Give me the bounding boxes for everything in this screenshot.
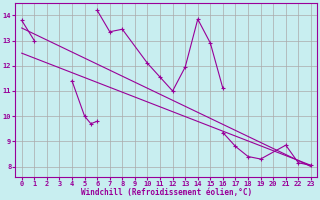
X-axis label: Windchill (Refroidissement éolien,°C): Windchill (Refroidissement éolien,°C) bbox=[81, 188, 252, 197]
